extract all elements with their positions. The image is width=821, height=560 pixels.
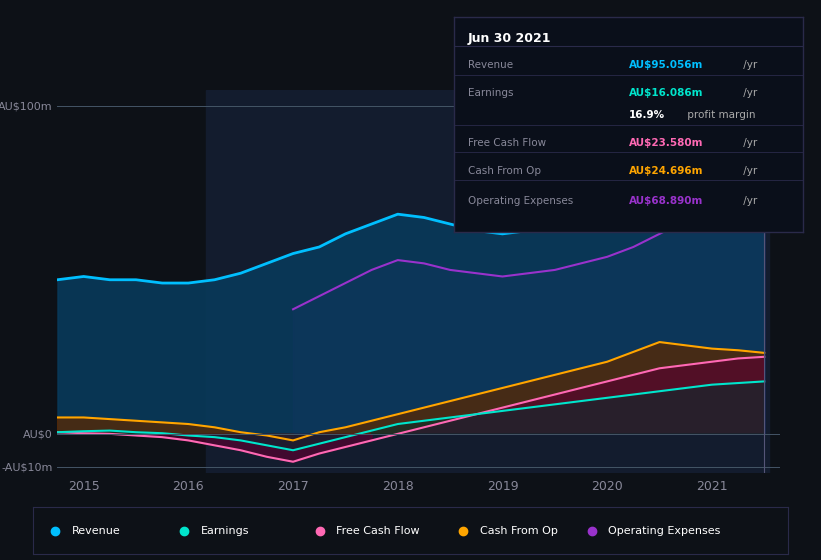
- Text: AU$24.696m: AU$24.696m: [629, 166, 703, 176]
- Text: Jun 30 2021: Jun 30 2021: [468, 32, 552, 45]
- Text: Operating Expenses: Operating Expenses: [468, 196, 573, 206]
- Text: Revenue: Revenue: [72, 526, 121, 535]
- Text: /yr: /yr: [741, 196, 758, 206]
- Text: AU$16.086m: AU$16.086m: [629, 88, 703, 98]
- Text: Operating Expenses: Operating Expenses: [608, 526, 721, 535]
- Text: 16.9%: 16.9%: [629, 110, 665, 119]
- Text: Earnings: Earnings: [468, 88, 513, 98]
- Text: /yr: /yr: [741, 88, 758, 98]
- Text: Free Cash Flow: Free Cash Flow: [337, 526, 420, 535]
- Text: Earnings: Earnings: [200, 526, 249, 535]
- Text: Revenue: Revenue: [468, 60, 513, 70]
- Text: Free Cash Flow: Free Cash Flow: [468, 138, 546, 147]
- Text: /yr: /yr: [741, 166, 758, 176]
- Bar: [206, 90, 769, 473]
- Text: /yr: /yr: [741, 138, 758, 147]
- Text: AU$95.056m: AU$95.056m: [629, 60, 703, 70]
- Text: AU$68.890m: AU$68.890m: [629, 196, 703, 206]
- Text: AU$23.580m: AU$23.580m: [629, 138, 703, 147]
- Text: Cash From Op: Cash From Op: [480, 526, 557, 535]
- Text: profit margin: profit margin: [685, 110, 756, 119]
- Text: /yr: /yr: [741, 60, 758, 70]
- Text: Cash From Op: Cash From Op: [468, 166, 541, 176]
